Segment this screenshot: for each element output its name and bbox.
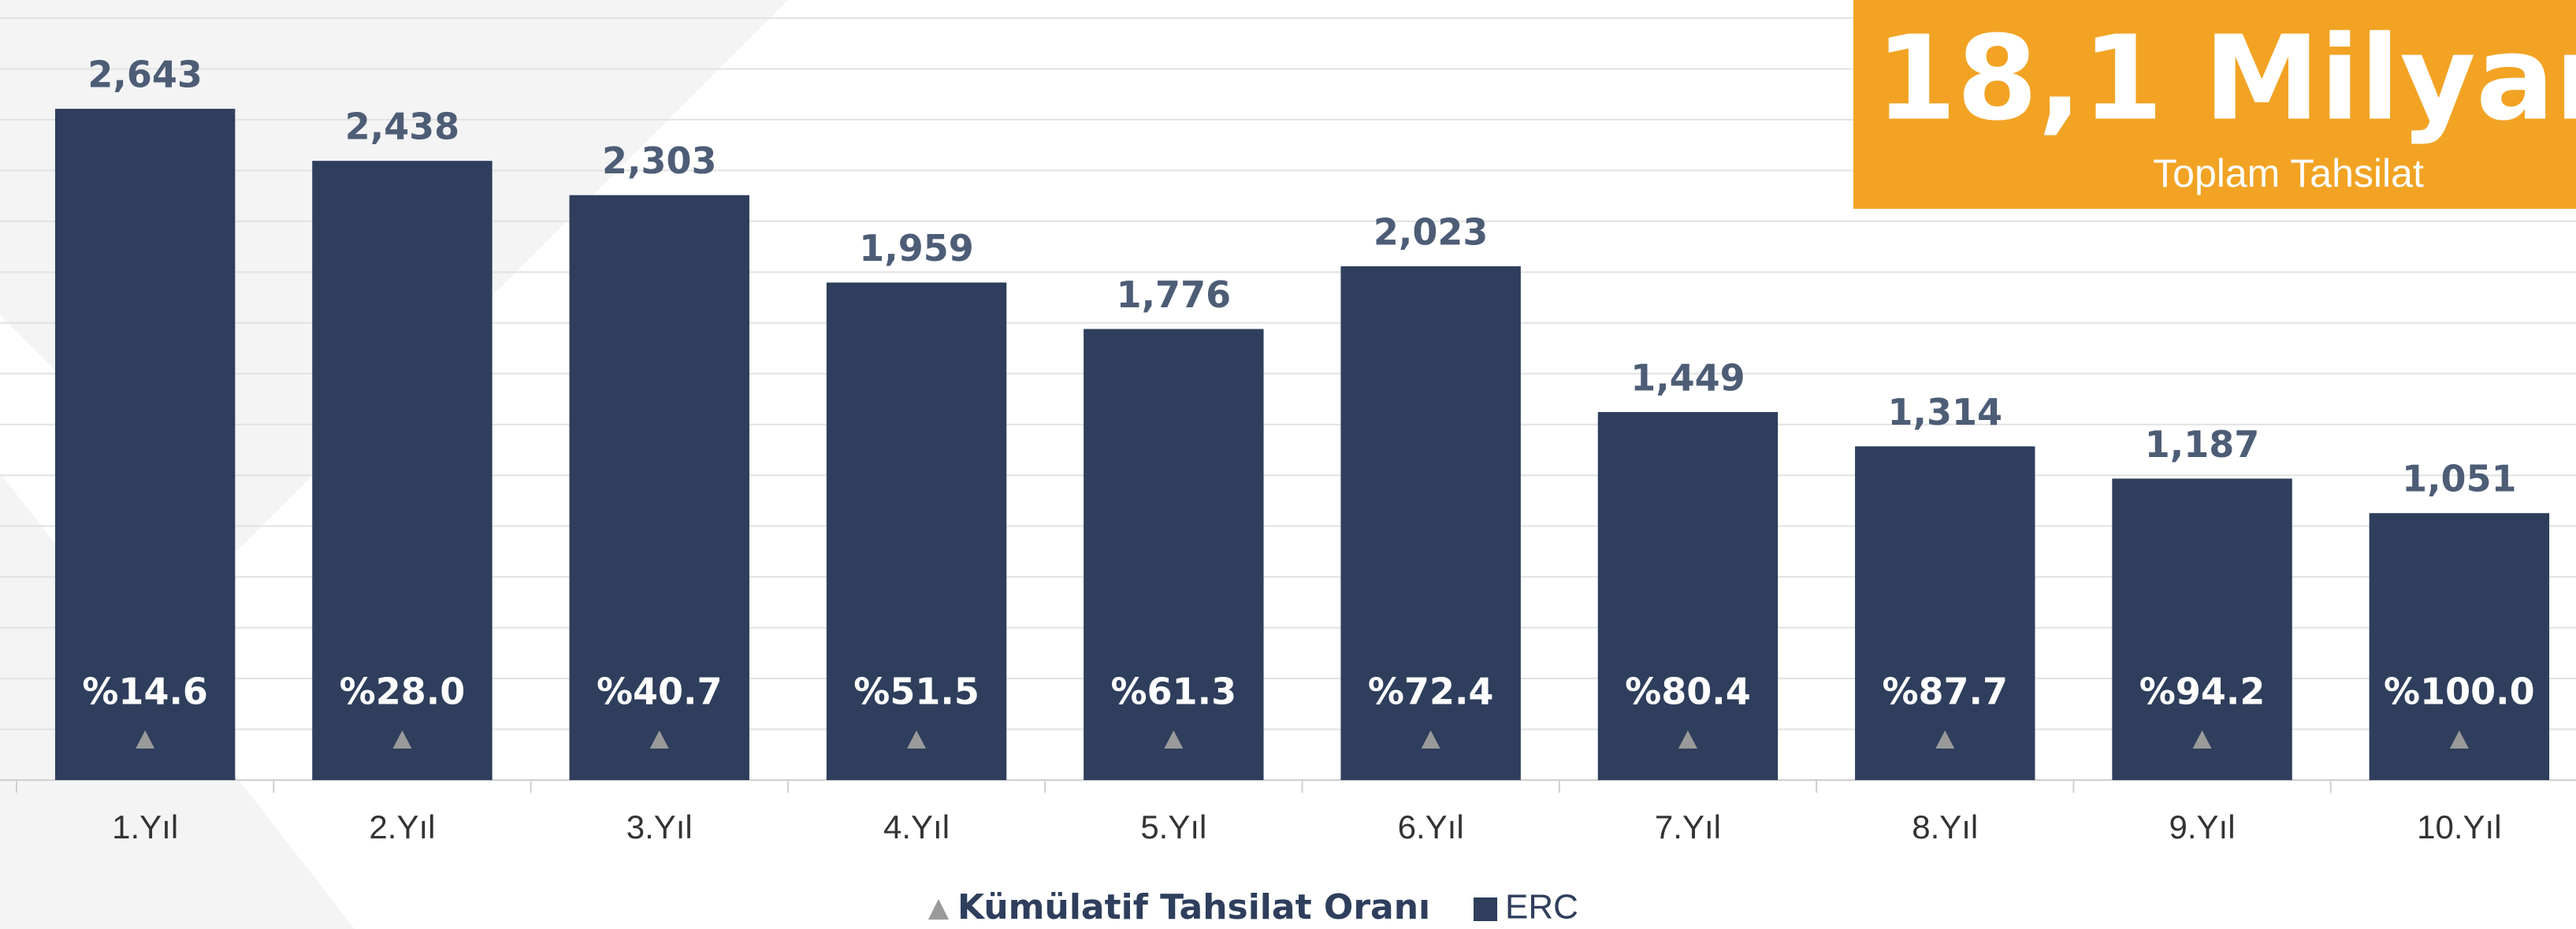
rate-label: %87.7 [1882,671,2008,713]
legend-label: ERC [1505,888,1578,927]
rate-marker [1935,730,1955,749]
value-label: 1,314 [1887,391,2002,433]
value-label: 1,187 [2145,423,2260,466]
rate-marker [649,730,669,749]
x-tick-label: 5.Yıl [1140,808,1206,845]
rate-label: %28.0 [340,671,466,713]
x-tick-label: 2.Yıl [369,808,435,845]
bar [1597,411,1779,780]
legend-label: Kümülatif Tahsilat Oranı [957,887,1430,927]
x-tick-label: 4.Yıl [883,808,950,845]
value-label: 2,643 [87,54,203,96]
legend-marker [928,899,949,920]
x-tick-label: 6.Yıl [1398,808,1464,845]
rate-label: %61.3 [1111,671,1237,713]
rate-label: %51.5 [853,671,979,713]
rate-label: %40.7 [597,671,723,713]
rate-marker [1164,730,1184,749]
bar [2112,478,2292,780]
rate-marker [392,730,412,749]
rate-marker [136,730,155,749]
x-tick-label: 8.Yıl [1912,808,1978,845]
value-label: 2,303 [602,139,717,182]
rate-marker [2449,730,2469,749]
value-label: 1,051 [2402,458,2517,500]
bar [826,282,1007,780]
bar [1084,329,1264,780]
x-tick-label: 3.Yıl [626,808,693,845]
rate-marker [1421,730,1440,749]
value-label: 1,959 [859,227,974,269]
x-tick-label: 7.Yıl [1655,808,1721,845]
x-tick-label: 9.Yıl [2169,808,2236,845]
rate-label: %94.2 [2139,671,2266,713]
legend-marker [1474,897,1497,921]
value-label: 1,449 [1630,356,1745,399]
bar [312,161,493,780]
rate-label: %80.4 [1625,671,1751,713]
rate-marker [907,730,927,749]
value-label: 1,776 [1117,273,1232,316]
plot-area: 1.Yıl 2,643 %14.6 2.Yıl 2,438 %28.0 3.Yıl 2,303… [0,17,2576,845]
badge-subtitle: Toplam Tahsilat [2153,151,2424,195]
rate-marker [1678,730,1697,749]
bar [54,109,236,780]
legend: Kümülatif Tahsilat Oranı ERC [928,887,1578,927]
rate-label: %72.4 [1368,671,1494,713]
value-label: 2,438 [345,106,460,148]
rate-marker [2192,730,2212,749]
rate-label: %14.6 [82,671,208,713]
badge [1853,0,2576,209]
bar [569,195,749,781]
rate-label: %100.0 [2384,671,2535,713]
badge-title: 18,1 Milyar TL [1875,11,2576,147]
bar [1855,446,2035,780]
x-tick-label: 1.Yıl [112,808,178,845]
value-label: 2,023 [1373,210,1489,253]
x-tick-label: 10.Yıl [2417,808,2501,845]
bar [1340,266,1521,780]
